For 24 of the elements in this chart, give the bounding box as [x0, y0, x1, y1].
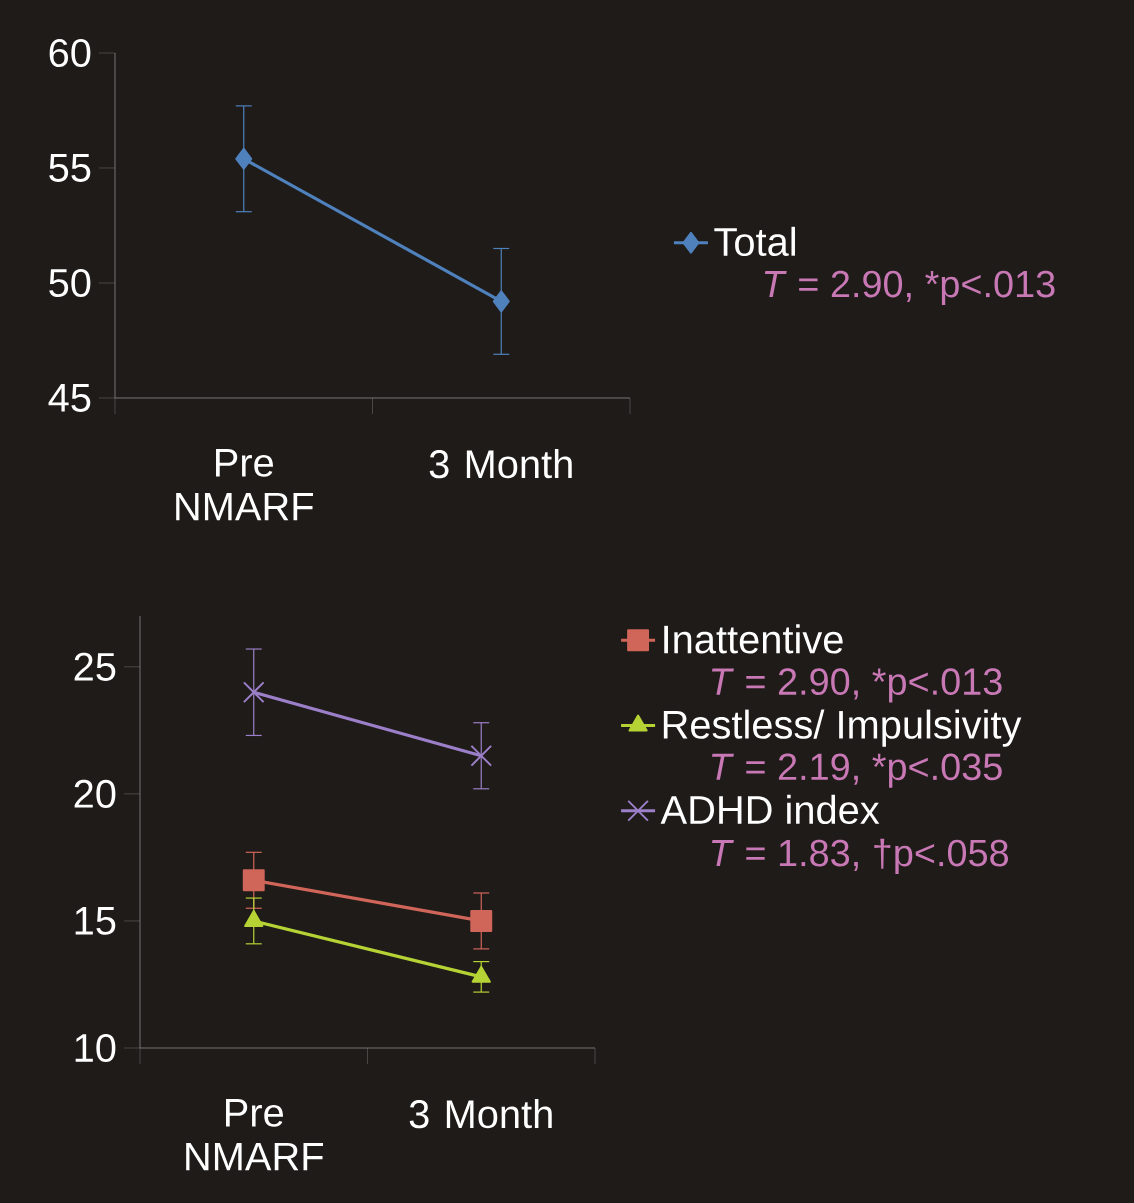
y-tick-label: 50 — [49, 268, 91, 298]
y-tick-label: 25 — [74, 652, 116, 681]
y-tick-label: 45 — [48, 384, 91, 412]
point — [242, 681, 265, 704]
point — [470, 744, 493, 767]
y-tick-label: 55 — [49, 154, 91, 182]
legend-label: Inattentive — [664, 624, 843, 654]
text: T = 2.19, *p<.035 — [711, 753, 1002, 788]
legend-label: Total — [714, 226, 795, 257]
text: T = 1.83, †p<.058 — [711, 838, 1008, 874]
legend-label: ADHD index — [660, 794, 880, 825]
y-tick-label: 20 — [74, 779, 116, 808]
text: T = 2.90, *p<.013 — [764, 270, 1055, 305]
y-tick-label: 15 — [75, 907, 116, 935]
x-tick-label: Pre NMARF — [186, 1099, 323, 1171]
x-tick-label: 3 Month — [429, 449, 572, 479]
point — [242, 869, 265, 892]
legend-label: Restless/ Impulsivity — [663, 709, 1022, 747]
x-tick-label: 3 Month — [409, 1099, 552, 1129]
text: T = 2.90, *p<.013 — [711, 668, 1002, 703]
y-tick-label: 10 — [75, 1033, 116, 1063]
point — [470, 909, 493, 932]
x-tick-label: Pre NMARF — [176, 449, 313, 521]
y-tick-label: 60 — [49, 38, 91, 68]
